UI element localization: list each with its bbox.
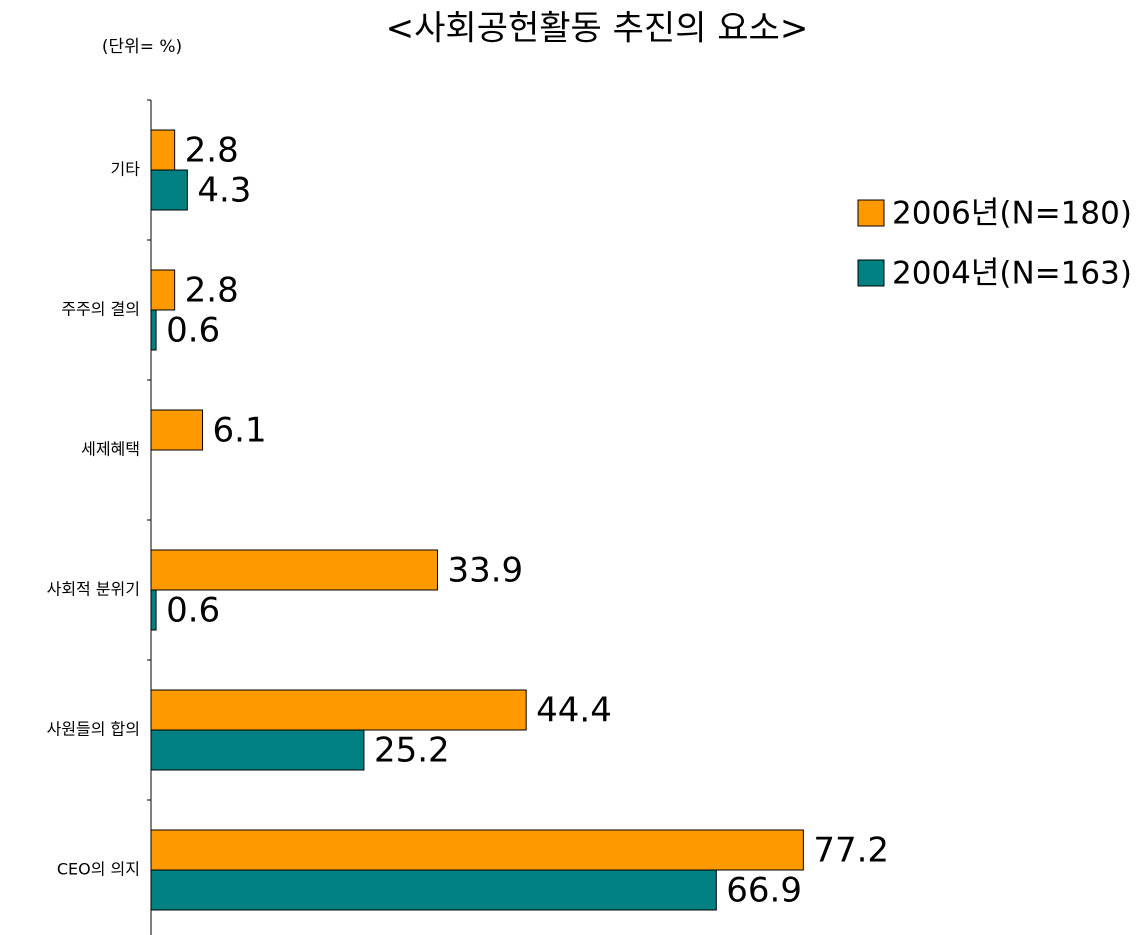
data-label: 4.3 bbox=[197, 171, 251, 211]
bar bbox=[150, 829, 804, 871]
y-tick-label: 주주의 결의 bbox=[61, 300, 140, 319]
data-label: 0.6 bbox=[166, 591, 220, 631]
data-label: 0.6 bbox=[166, 311, 220, 351]
bar bbox=[150, 129, 176, 171]
bar bbox=[150, 869, 717, 911]
y-tick-label: 사원들의 합의 bbox=[47, 720, 140, 739]
legend-swatch bbox=[857, 259, 885, 287]
data-label: 2.8 bbox=[185, 271, 239, 311]
bar bbox=[150, 729, 365, 771]
data-label: 33.9 bbox=[447, 551, 523, 591]
y-tick-label: 세제혜택 bbox=[81, 440, 140, 459]
legend-swatch bbox=[857, 199, 885, 227]
unit-label: (단위= %) bbox=[102, 37, 182, 57]
data-label: 25.2 bbox=[374, 731, 450, 771]
bar bbox=[150, 409, 204, 451]
data-label: 2.8 bbox=[185, 131, 239, 171]
y-tick-label: 기타 bbox=[111, 160, 141, 179]
bar bbox=[150, 169, 188, 211]
chart-title: <사회공헌활동 추진의 요소> bbox=[386, 9, 809, 49]
data-label: 66.9 bbox=[726, 871, 802, 911]
bar bbox=[150, 549, 438, 591]
data-label: 44.4 bbox=[536, 691, 612, 731]
y-tick-label: CEO의 의지 bbox=[57, 860, 140, 879]
legend-label: 2006년(N=180) bbox=[892, 196, 1132, 232]
bar bbox=[150, 269, 176, 311]
bar bbox=[150, 309, 157, 351]
bar bbox=[150, 689, 527, 731]
data-label: 77.2 bbox=[813, 831, 889, 871]
bar bbox=[150, 589, 157, 631]
legend-label: 2004년(N=163) bbox=[892, 256, 1132, 292]
data-label: 6.1 bbox=[213, 411, 267, 451]
y-tick-label: 사회적 분위기 bbox=[47, 580, 140, 599]
